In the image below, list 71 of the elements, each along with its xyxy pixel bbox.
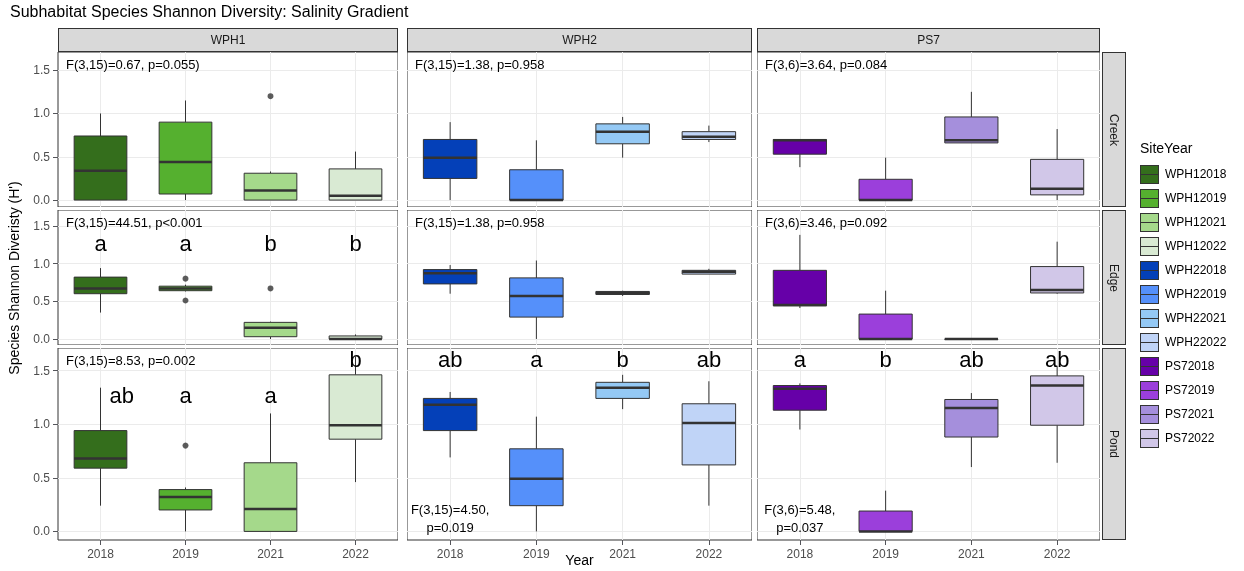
annotation: F(3,15)=1.38, p=0.958	[415, 215, 545, 230]
annotation: ab	[959, 347, 984, 373]
legend-label: WPH22021	[1165, 311, 1227, 325]
chart-title: Subhabitat Species Shannon Diversity: Salinity Gradient	[10, 3, 409, 21]
legend-label: WPH22019	[1165, 287, 1227, 301]
legend-label: WPH12018	[1165, 167, 1227, 181]
legend-label: PS72021	[1165, 407, 1215, 421]
y-tick-label: 0.0	[33, 193, 51, 208]
annotation: a	[179, 230, 193, 256]
y-tick-label: 0.0	[33, 331, 51, 346]
annotation: F(3,15)=4.50, p=0.019	[410, 502, 490, 536]
y-tick-label: 1.0	[33, 256, 51, 271]
annotation: F(3,15)=0.67, p=0.055)	[66, 57, 200, 72]
y-tick-label: 1.0	[33, 417, 51, 432]
y-tick-label: 1.5	[33, 218, 51, 233]
y-tick-label: 0.0	[33, 524, 51, 539]
legend-label: PS72022	[1165, 431, 1215, 445]
y-tick-label: 1.5	[33, 363, 51, 378]
y2-axis-title: Pond	[1107, 429, 1121, 459]
y2-axis-title: Edge	[1107, 263, 1121, 292]
chart-subtitle: WPH1	[58, 28, 398, 52]
y-tick-label: 0.5	[33, 470, 51, 485]
y-tick-label: 0.5	[33, 149, 51, 164]
legend-label: WPH22022	[1165, 335, 1227, 349]
annotation: F(3,6)=5.48, p=0.037	[764, 502, 836, 536]
x-tick-label: 2022	[1043, 547, 1071, 561]
annotation: ab	[696, 347, 722, 373]
x-tick-label: 2019	[523, 547, 551, 561]
y-tick-label: 0.5	[33, 294, 51, 309]
x-tick-label: 2018	[786, 547, 814, 561]
annotation: b	[349, 230, 362, 256]
annotation: a	[530, 347, 544, 373]
legend-label: PS72018	[1165, 359, 1215, 373]
annotation: b	[879, 347, 892, 373]
chart-subtitle: PS7	[757, 28, 1100, 52]
annotation: b	[264, 230, 277, 256]
annotation: F(3,15)=1.38, p=0.958	[415, 57, 545, 72]
annotation: a	[179, 382, 193, 408]
chart-subtitle: WPH2	[407, 28, 752, 52]
x-tick-label: 2021	[257, 547, 285, 561]
y-tick-label: 1.0	[33, 106, 51, 121]
x-tick-label: 2019	[872, 547, 900, 561]
annotation: b	[349, 347, 362, 373]
annotation: b	[616, 347, 629, 373]
legend-label: WPH12021	[1165, 215, 1227, 229]
annotation: F(3,15)=44.51, p<0.001	[66, 215, 203, 230]
annotation: F(3,15)=8.53, p=0.002	[66, 353, 196, 368]
legend-label: PS72019	[1165, 383, 1215, 397]
x-tick-label: 2018	[436, 547, 464, 561]
legend-title: SiteYear	[1140, 140, 1194, 156]
x-tick-label: 2019	[172, 547, 200, 561]
annotation: ab	[437, 347, 463, 373]
annotation: ab	[1044, 347, 1070, 373]
annotation: F(3,6)=3.46, p=0.092	[765, 215, 888, 230]
x-axis-title: Year	[565, 552, 594, 568]
x-tick-label: 2018	[87, 547, 115, 561]
legend-label: WPH22018	[1165, 263, 1227, 277]
annotation: ab	[109, 382, 134, 408]
x-tick-label: 2021	[609, 547, 637, 561]
y2-axis-title: Creek	[1107, 113, 1122, 146]
annotation: a	[264, 382, 278, 408]
annotation: a	[94, 230, 108, 256]
annotation: a	[793, 347, 807, 373]
x-tick-label: 2022	[695, 547, 723, 561]
legend-label: WPH12019	[1165, 191, 1227, 205]
legend-label: WPH12022	[1165, 239, 1227, 253]
y-tick-label: 1.5	[33, 63, 51, 78]
x-tick-label: 2021	[958, 547, 986, 561]
x-tick-label: 2022	[342, 547, 370, 561]
annotation: F(3,6)=3.64, p=0.084	[765, 57, 888, 72]
y-axis-title: Species Shannon Diveristy (H')	[6, 180, 22, 375]
